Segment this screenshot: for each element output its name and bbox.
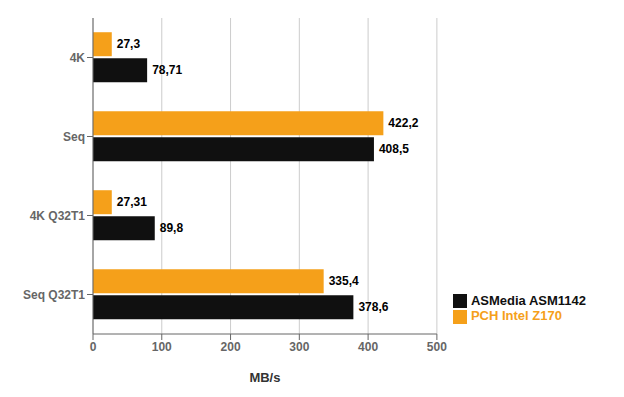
- svg-text:4K: 4K: [70, 51, 86, 65]
- svg-text:335,4: 335,4: [329, 274, 359, 288]
- svg-text:408,5: 408,5: [379, 142, 409, 156]
- svg-text:300: 300: [289, 340, 309, 354]
- svg-text:MB/s: MB/s: [249, 370, 280, 385]
- svg-text:200: 200: [221, 340, 241, 354]
- svg-text:0: 0: [90, 340, 97, 354]
- svg-text:27,3: 27,3: [117, 37, 141, 51]
- svg-text:89,8: 89,8: [160, 221, 184, 235]
- svg-text:Seq Q32T1: Seq Q32T1: [23, 288, 85, 302]
- svg-text:27,31: 27,31: [117, 195, 147, 209]
- html-text:PCH Intel Z170: PCH Intel Z170: [470, 308, 562, 324]
- svg-text:78,71: 78,71: [152, 63, 182, 77]
- svg-text:400: 400: [358, 340, 378, 354]
- svg-text:100: 100: [152, 340, 172, 354]
- svg-text:Seq: Seq: [63, 130, 85, 144]
- svg-text:378,6: 378,6: [358, 300, 388, 314]
- svg-text:500: 500: [427, 340, 447, 354]
- svg-text:422,2: 422,2: [388, 116, 418, 130]
- html-text:ASMedia ASM1142: ASMedia ASM1142: [470, 292, 586, 308]
- svg-text:4K Q32T1: 4K Q32T1: [30, 209, 86, 223]
